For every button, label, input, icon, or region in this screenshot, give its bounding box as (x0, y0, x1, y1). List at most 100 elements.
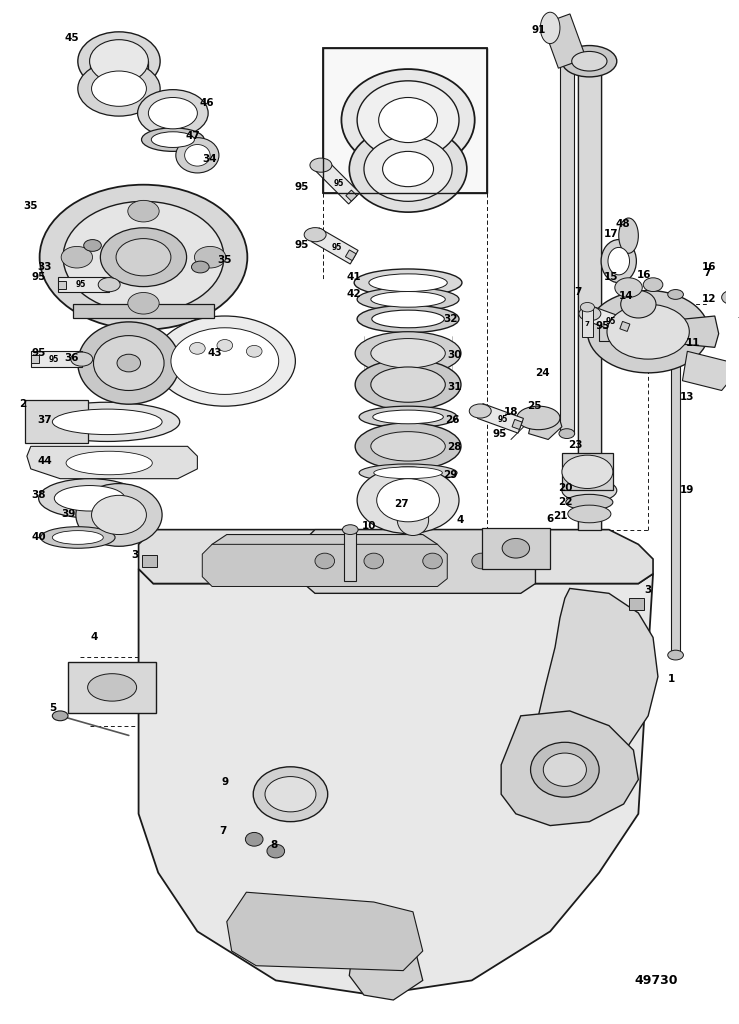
Text: 28: 28 (447, 442, 461, 453)
Text: 22: 22 (559, 498, 573, 507)
Text: 7: 7 (574, 288, 582, 298)
Text: 43: 43 (208, 348, 222, 358)
Ellipse shape (643, 278, 663, 292)
Ellipse shape (315, 553, 335, 569)
Ellipse shape (38, 478, 140, 518)
Polygon shape (139, 529, 653, 584)
Polygon shape (539, 589, 658, 770)
Text: 13: 13 (680, 392, 695, 402)
Bar (562, 454, 613, 490)
Text: 95: 95 (76, 281, 86, 289)
Ellipse shape (176, 137, 219, 173)
Ellipse shape (149, 97, 197, 129)
Bar (560, 61, 573, 433)
Text: 95: 95 (331, 243, 341, 252)
Text: 25: 25 (527, 401, 542, 412)
Text: 5: 5 (49, 703, 56, 713)
Ellipse shape (371, 292, 446, 307)
Ellipse shape (245, 833, 263, 846)
Polygon shape (311, 228, 358, 264)
Ellipse shape (423, 553, 443, 569)
Ellipse shape (52, 530, 103, 545)
Text: 33: 33 (37, 262, 52, 272)
Text: 1: 1 (668, 674, 675, 684)
Polygon shape (350, 941, 423, 1000)
Ellipse shape (217, 340, 233, 351)
Ellipse shape (357, 288, 459, 311)
Text: 95: 95 (32, 271, 46, 282)
Text: 3: 3 (644, 586, 652, 595)
Text: 2: 2 (19, 399, 27, 410)
Bar (142, 555, 157, 567)
Ellipse shape (588, 291, 709, 373)
Polygon shape (31, 351, 82, 367)
Ellipse shape (357, 305, 459, 333)
Ellipse shape (151, 132, 194, 147)
Ellipse shape (171, 328, 279, 394)
Text: 36: 36 (65, 353, 79, 364)
Polygon shape (682, 351, 732, 390)
Text: 15: 15 (604, 271, 618, 282)
Ellipse shape (52, 410, 162, 434)
Ellipse shape (101, 227, 186, 287)
Ellipse shape (371, 432, 446, 461)
Ellipse shape (580, 302, 594, 312)
Text: 4: 4 (91, 633, 98, 642)
Text: 37: 37 (37, 415, 52, 425)
Ellipse shape (71, 352, 92, 367)
Ellipse shape (371, 339, 446, 368)
Ellipse shape (572, 51, 607, 71)
Polygon shape (675, 316, 719, 347)
Ellipse shape (78, 32, 160, 91)
Text: 4: 4 (456, 515, 463, 525)
Ellipse shape (369, 273, 447, 292)
Bar (89, 61, 149, 89)
Text: 14: 14 (619, 292, 634, 301)
Polygon shape (58, 281, 66, 289)
Text: 39: 39 (61, 509, 75, 519)
Ellipse shape (354, 269, 462, 296)
Bar (323, 47, 488, 193)
Ellipse shape (78, 322, 180, 404)
Ellipse shape (543, 753, 587, 786)
Ellipse shape (722, 291, 739, 304)
Ellipse shape (246, 345, 262, 357)
Ellipse shape (378, 97, 437, 142)
Ellipse shape (355, 423, 461, 470)
Text: 95: 95 (497, 415, 508, 424)
Polygon shape (599, 322, 621, 341)
Text: 95: 95 (294, 181, 308, 191)
Bar (671, 295, 681, 655)
Ellipse shape (357, 467, 459, 534)
Ellipse shape (185, 144, 210, 166)
Polygon shape (528, 414, 562, 439)
Ellipse shape (566, 495, 613, 510)
Polygon shape (346, 190, 357, 201)
Ellipse shape (191, 261, 209, 272)
Text: 46: 46 (200, 98, 214, 109)
Polygon shape (300, 529, 536, 593)
Text: 6: 6 (547, 514, 554, 524)
Text: 17: 17 (604, 228, 619, 239)
Text: 95: 95 (49, 354, 59, 364)
Ellipse shape (98, 278, 120, 292)
Text: 19: 19 (680, 485, 695, 496)
Ellipse shape (357, 81, 459, 159)
Bar (68, 662, 156, 713)
Text: 45: 45 (64, 33, 79, 43)
Text: 16: 16 (701, 262, 716, 272)
Ellipse shape (94, 336, 164, 390)
Text: 24: 24 (535, 368, 550, 378)
Ellipse shape (579, 306, 601, 321)
Ellipse shape (265, 776, 316, 812)
Ellipse shape (304, 227, 326, 242)
Text: 31: 31 (447, 382, 461, 391)
Text: 48: 48 (616, 219, 630, 229)
Ellipse shape (341, 69, 474, 171)
Text: 3: 3 (131, 550, 138, 560)
Ellipse shape (372, 310, 444, 328)
Polygon shape (345, 250, 356, 261)
Ellipse shape (253, 767, 327, 821)
Text: 7: 7 (585, 322, 590, 328)
Ellipse shape (562, 45, 617, 77)
